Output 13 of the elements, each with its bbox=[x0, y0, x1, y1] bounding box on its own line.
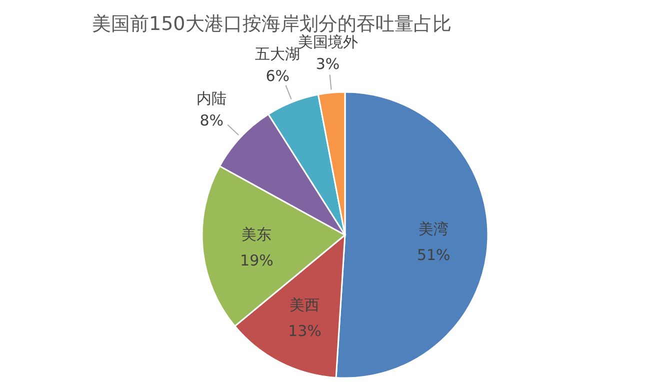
data-label: 19% bbox=[240, 251, 274, 270]
slice-label: 美东 bbox=[242, 225, 272, 244]
slice-label: 内陆 bbox=[196, 90, 227, 108]
chart-title: 美国前150大港口按海岸划分的吞吐量占比 bbox=[92, 13, 452, 35]
slice-label: 美国境外 bbox=[298, 32, 358, 51]
slice-label: 美西 bbox=[290, 296, 320, 314]
data-label: 3% bbox=[316, 54, 340, 73]
data-label: 6% bbox=[266, 66, 290, 85]
slice-label: 五大湖 bbox=[255, 44, 300, 63]
data-label: 13% bbox=[288, 322, 322, 340]
data-label: 51% bbox=[416, 246, 450, 264]
data-label: 8% bbox=[200, 112, 224, 130]
slice-label: 美湾 bbox=[418, 220, 449, 238]
